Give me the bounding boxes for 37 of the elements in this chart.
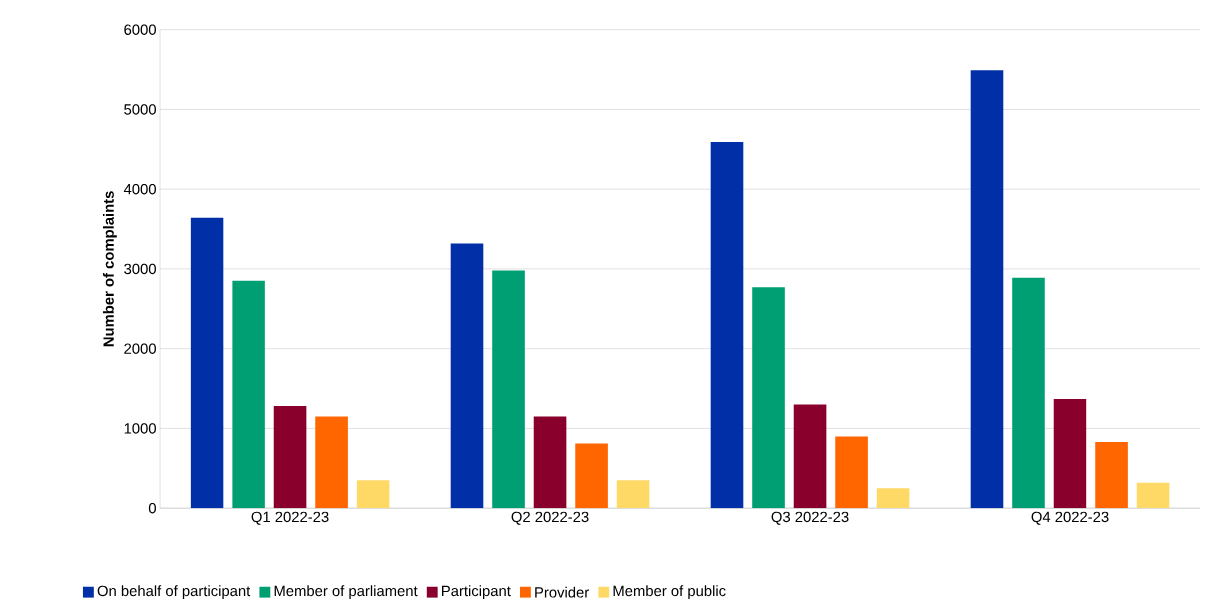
y-axis-title: Number of complaints	[102, 191, 117, 347]
y-tick-label: 0	[148, 502, 156, 514]
bar	[1012, 277, 1045, 509]
bar	[1095, 441, 1128, 509]
bar	[710, 142, 744, 509]
y-tick-label: 5000	[124, 104, 156, 115]
legend-label: On behalf of participant	[97, 585, 251, 600]
y-tick-label: 3000	[124, 263, 156, 275]
y-tick-label: 2000	[124, 343, 156, 354]
y-tick-label: 6000	[124, 24, 156, 35]
bar	[315, 416, 348, 509]
bar	[232, 280, 265, 509]
legend-label: Provider	[535, 586, 589, 598]
x-tick-label: Q1 2022-23	[251, 511, 329, 525]
bar	[356, 480, 390, 509]
bar	[876, 488, 910, 509]
bar	[273, 406, 307, 509]
bar	[752, 287, 785, 509]
bar	[835, 436, 868, 509]
x-tick-label: Q2 2022-23	[511, 511, 589, 525]
bar	[1053, 398, 1087, 509]
legend-label: Member of public	[613, 585, 726, 600]
bar	[190, 217, 224, 509]
bar	[450, 243, 484, 509]
x-tick-label: Q4 2022-23	[1031, 511, 1109, 525]
x-tick-label: Q3 2022-23	[771, 511, 849, 525]
bar	[533, 416, 567, 509]
bar	[492, 270, 525, 509]
bar	[970, 70, 1004, 509]
y-tick-label: 4000	[123, 183, 156, 195]
bar	[575, 443, 608, 509]
legend-label: Member of parliament	[274, 585, 418, 600]
y-tick-label: 1000	[124, 423, 156, 434]
bar	[793, 404, 827, 509]
bar	[1136, 482, 1170, 509]
bar	[616, 480, 650, 509]
legend-label: Participant	[442, 585, 511, 600]
